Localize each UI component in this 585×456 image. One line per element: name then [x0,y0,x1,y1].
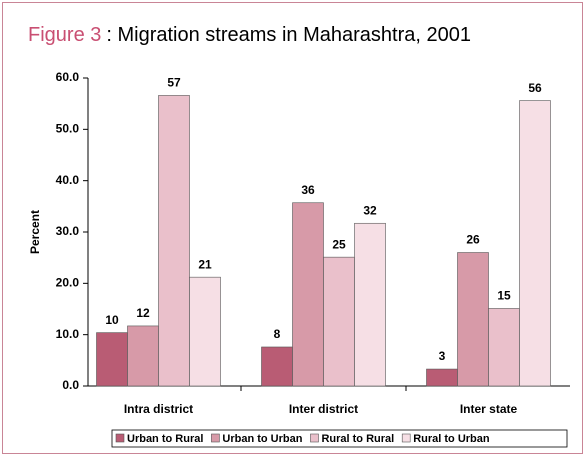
x-tick-label: Intra district [124,402,193,416]
bar [96,332,128,387]
bar [292,202,324,387]
value-label: 32 [363,203,377,217]
bar [488,308,520,387]
legend-swatch [401,433,411,443]
value-label: 12 [136,306,150,320]
legend-swatch [115,433,125,443]
title: Figure 3: Migration streams in Maharasht… [28,24,471,46]
value-label: 21 [198,257,212,271]
y-axis-label: Percent [28,210,42,254]
bar [127,325,159,387]
bar [189,276,221,387]
value-label: 36 [301,183,315,197]
y-tick-label: 40.0 [56,173,80,187]
y-tick-label: 0.0 [62,378,79,392]
value-label: 57 [167,76,181,90]
y-tick-label: 30.0 [56,224,80,238]
bar [457,252,489,387]
y-tick-label: 20.0 [56,276,80,290]
legend-label: Rural to Rural [321,433,394,445]
value-label: 8 [274,327,281,341]
x-tick-label: Inter district [289,402,358,416]
value-label: 25 [332,237,346,251]
bar [354,222,386,387]
y-tick-label: 50.0 [56,122,80,136]
legend-box [111,429,568,448]
value-label: 15 [497,289,511,303]
y-tick-label: 10.0 [56,327,80,341]
legend-swatch [310,433,319,443]
title-text: : Migration streams in Maharashtra, 2001 [106,24,471,46]
value-label: 26 [466,233,480,247]
title-label: Figure 3 [28,24,101,46]
legend-swatch [211,433,220,443]
bar [323,256,355,387]
legend-label: Rural to Urban [413,433,490,445]
value-label: 56 [528,81,542,95]
x-tick-label: Inter state [460,402,518,416]
value-label: 10 [105,313,119,327]
bar [519,100,551,387]
legend-label: Urban to Rural [127,433,203,445]
value-label: 3 [439,349,446,363]
legend-label: Urban to Urban [222,433,302,445]
bar [261,346,293,387]
bar [426,368,458,387]
y-tick-label: 60.0 [56,70,80,84]
bar [158,95,190,387]
